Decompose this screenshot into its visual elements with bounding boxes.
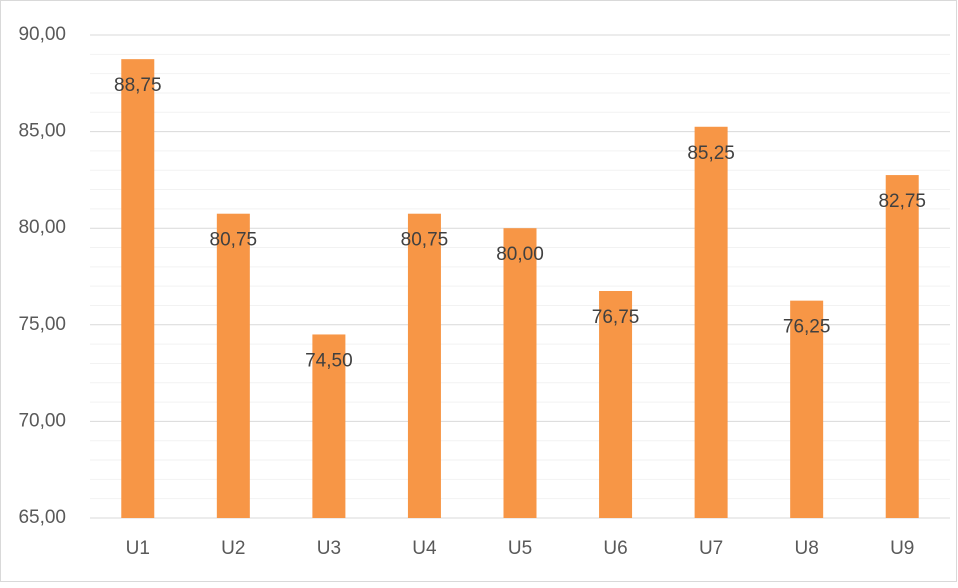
bar — [407, 213, 441, 518]
bar — [312, 334, 346, 518]
data-label: 82,75 — [878, 191, 926, 212]
bar — [216, 213, 250, 518]
data-label: 80,00 — [496, 244, 544, 265]
bar — [121, 59, 155, 519]
bar — [503, 228, 537, 518]
data-label: 80,75 — [401, 230, 449, 251]
y-tick-label: 80,00 — [18, 217, 66, 238]
y-tick-label: 75,00 — [18, 314, 66, 335]
y-tick-label: 90,00 — [18, 24, 66, 45]
y-tick-label: 85,00 — [18, 121, 66, 142]
data-label: 85,25 — [687, 143, 735, 164]
x-tick-label: U2 — [221, 538, 245, 559]
bar — [599, 290, 633, 518]
y-tick-label: 70,00 — [18, 410, 66, 431]
bar — [694, 126, 728, 519]
x-tick-label: U6 — [603, 538, 627, 559]
bar — [790, 300, 824, 518]
bar — [885, 175, 919, 518]
x-tick-label: U9 — [890, 538, 914, 559]
y-tick-label: 65,00 — [18, 507, 66, 528]
x-tick-label: U4 — [412, 538, 437, 559]
x-tick-label: U1 — [126, 538, 150, 559]
x-tick-label: U5 — [508, 538, 532, 559]
x-tick-label: U8 — [795, 538, 819, 559]
data-label: 76,75 — [592, 307, 640, 328]
data-label: 74,50 — [305, 350, 353, 371]
data-label: 80,75 — [210, 230, 258, 251]
x-tick-label: U7 — [699, 538, 723, 559]
x-tick-label: U3 — [317, 538, 341, 559]
data-label: 88,75 — [114, 75, 162, 96]
data-label: 76,25 — [783, 317, 831, 338]
